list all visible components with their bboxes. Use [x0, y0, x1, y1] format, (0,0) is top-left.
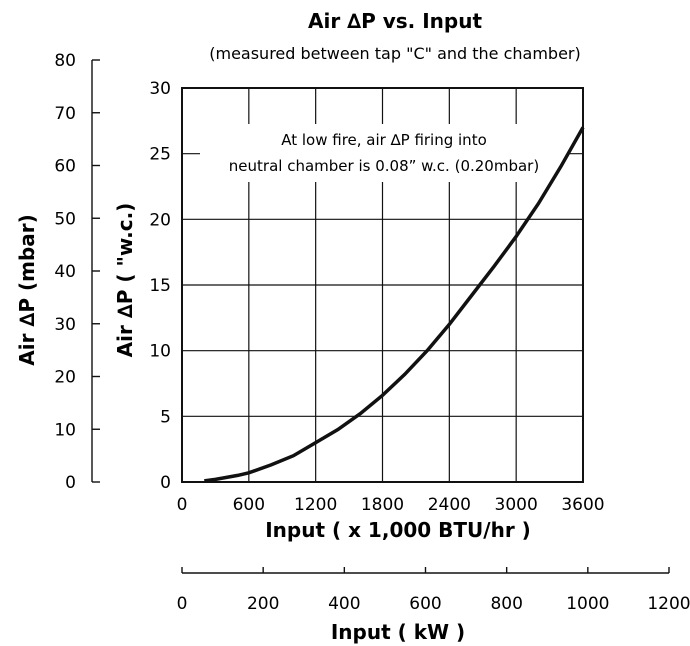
y-tick-label: 15 — [149, 276, 171, 296]
kw-tick-label: 400 — [328, 594, 360, 614]
mbar-tick-label: 0 — [65, 473, 76, 493]
x-axis-ticks: 0 600 1200 1800 2400 3000 3600 — [177, 495, 605, 515]
y-tick-label: 30 — [149, 79, 171, 99]
kw-tick-label: 600 — [409, 594, 441, 614]
kw-tick-label: 800 — [490, 594, 522, 614]
y-axis-ticks: 0 5 10 15 20 25 30 — [149, 79, 171, 493]
mbar-tick-label: 20 — [54, 368, 76, 388]
mbar-tick-label: 70 — [54, 104, 76, 124]
x-tick-label: 2400 — [428, 495, 471, 515]
chart-title: Air ∆P vs. Input — [308, 9, 482, 33]
mbar-tick-label: 40 — [54, 262, 76, 282]
plot-frame — [181, 87, 584, 483]
annotation-background — [200, 124, 568, 182]
chart-subtitle: (measured between tap "C" and the chambe… — [209, 44, 581, 63]
series-line — [204, 126, 585, 483]
x-axis-secondary-title: Input ( kW ) — [331, 620, 465, 644]
mbar-tick-label: 80 — [54, 51, 76, 71]
kw-tick-label: 1200 — [647, 594, 690, 614]
kw-tick-label: 1000 — [566, 594, 609, 614]
y-tick-label: 0 — [160, 473, 171, 493]
x-tick-label: 0 — [177, 495, 188, 515]
mbar-tick-label: 30 — [54, 315, 76, 335]
kw-tick-label: 0 — [177, 594, 188, 614]
kw-tick-label: 200 — [247, 594, 279, 614]
mbar-tick-label: 50 — [54, 209, 76, 229]
kw-axis-ticks: 0 200 400 600 800 1000 1200 — [177, 567, 690, 614]
x-tick-label: 3600 — [561, 495, 604, 515]
y-tick-label: 5 — [160, 407, 171, 427]
x-tick-label: 3000 — [495, 495, 538, 515]
annotation-line-2: neutral chamber is 0.08” w.c. (0.20mbar) — [229, 157, 539, 175]
y-axis-secondary-title: Air ∆P (mbar) — [15, 214, 39, 366]
y-tick-label: 25 — [149, 145, 171, 165]
x-tick-label: 600 — [233, 495, 265, 515]
y-axis-title: Air ∆P ( "w.c.) — [113, 203, 137, 358]
x-axis-title: Input ( x 1,000 BTU/hr ) — [265, 518, 531, 542]
x-tick-label: 1200 — [294, 495, 337, 515]
mbar-axis-ticks: 0 10 20 30 40 50 60 70 80 — [54, 51, 100, 493]
annotation-line-1: At low fire, air ∆P firing into — [281, 131, 487, 149]
y-tick-label: 10 — [149, 342, 171, 362]
mbar-tick-label: 60 — [54, 157, 76, 177]
x-tick-label: 1800 — [361, 495, 404, 515]
mbar-tick-label: 10 — [54, 420, 76, 440]
y-tick-label: 20 — [149, 210, 171, 230]
